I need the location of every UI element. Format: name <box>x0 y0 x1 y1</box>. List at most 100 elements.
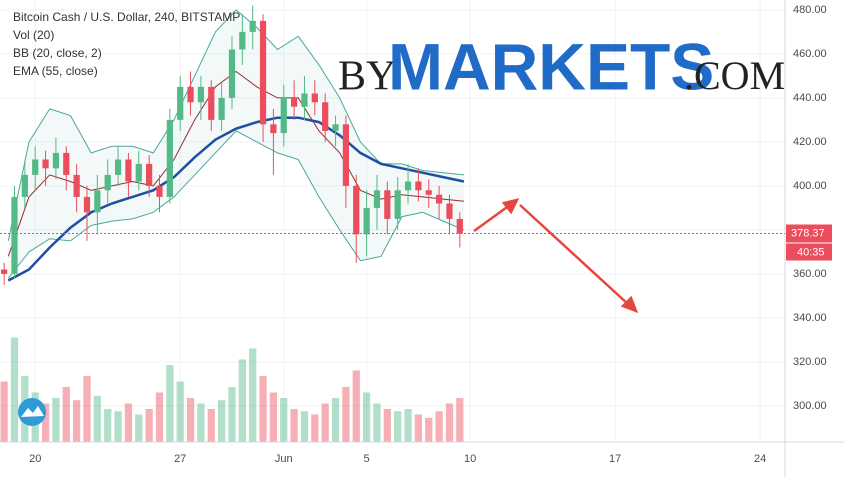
legend-line: EMA (55, close) <box>13 64 98 78</box>
volume-bar <box>414 414 423 442</box>
volume-bar <box>155 392 164 442</box>
volume-bar <box>445 403 454 442</box>
volume-bar <box>197 403 205 442</box>
volume-bar <box>83 376 91 442</box>
volume-bar <box>176 381 184 442</box>
y-tick-label: 440.00 <box>793 92 827 104</box>
candle-body <box>135 163 142 182</box>
volume-bar <box>404 409 412 442</box>
candle-body <box>249 20 256 32</box>
candle-body <box>218 97 225 120</box>
candle-body <box>342 124 350 186</box>
candle-body <box>42 159 49 169</box>
y-tick-label: 340.00 <box>793 312 827 324</box>
arrow-head <box>620 295 639 314</box>
candle-body <box>373 190 381 208</box>
candle-body <box>404 181 412 191</box>
x-tick-label: 24 <box>754 453 766 465</box>
candle-body <box>146 163 153 186</box>
volume-bar <box>321 403 329 442</box>
x-tick-label: 5 <box>364 453 370 465</box>
volume-bar <box>280 398 288 442</box>
candle-body <box>156 185 163 197</box>
volume-bar <box>425 417 433 442</box>
candle-body <box>353 185 360 235</box>
candle-body <box>384 190 391 219</box>
candle-body <box>435 194 443 204</box>
arrow-head <box>501 198 520 215</box>
candle-body <box>280 97 287 134</box>
y-tick-label: 360.00 <box>793 268 827 280</box>
legend-line: Bitcoin Cash / U.S. Dollar, 240, BITSTAM… <box>13 10 240 24</box>
x-tick-label: Jun <box>275 453 293 465</box>
candle-body <box>228 49 236 98</box>
candle-layer <box>1 5 463 285</box>
legend: Bitcoin Cash / U.S. Dollar, 240, BITSTAM… <box>13 10 240 78</box>
volume-bar <box>41 403 50 442</box>
bb-fill <box>8 9 464 279</box>
arrow-down <box>519 204 630 306</box>
grid <box>0 0 785 442</box>
candle-body <box>301 93 308 107</box>
y-tick-label: 400.00 <box>793 180 827 192</box>
candle-body <box>322 102 329 131</box>
volume-bar <box>0 381 8 442</box>
axes: 300.00320.00340.00360.00380.00400.00420.… <box>0 4 832 465</box>
y-tick-label: 480.00 <box>793 4 827 16</box>
watermark-main: MARKETS <box>388 29 714 103</box>
candle-body <box>94 190 101 213</box>
y-tick-label: 420.00 <box>793 136 827 148</box>
candle-body <box>394 190 401 219</box>
x-tick-label: 17 <box>609 453 621 465</box>
candle-body <box>259 20 267 125</box>
candle-body <box>415 181 422 191</box>
candle-body <box>21 174 28 197</box>
countdown-tag <box>786 243 832 261</box>
legend-line: Vol (20) <box>13 28 54 42</box>
arrow-up <box>473 203 511 233</box>
volume-bar <box>93 395 101 442</box>
candle-body <box>270 124 277 134</box>
volume-bar <box>62 387 70 442</box>
candle-body <box>425 190 432 195</box>
volume-bar <box>352 370 360 442</box>
candle-body <box>456 218 463 234</box>
volume-bar <box>228 387 236 442</box>
y-tick-label: 460.00 <box>793 48 827 60</box>
volume-bar <box>238 359 246 442</box>
candle-body <box>291 97 298 107</box>
volume-bar <box>10 337 19 442</box>
candle-body <box>83 196 91 213</box>
volume-bar <box>373 403 381 442</box>
volume-bar <box>435 411 443 442</box>
logo-mountain <box>21 406 44 417</box>
y-tick-label: 320.00 <box>793 356 827 368</box>
candle-body <box>73 174 80 197</box>
volume-bar <box>331 398 340 442</box>
candle-body <box>311 93 318 103</box>
watermark-suffix: .COM <box>684 53 785 98</box>
volume-layer <box>0 337 464 442</box>
countdown-label: 40:35 <box>797 246 825 258</box>
candle-body <box>177 86 184 120</box>
volume-bar <box>124 403 133 442</box>
volume-bar <box>52 398 60 442</box>
watermark: BY MARKETS .COM <box>338 29 785 103</box>
volume-bar <box>104 409 112 442</box>
x-tick-label: 10 <box>464 453 476 465</box>
watermark-prefix: BY <box>338 54 396 100</box>
volume-bar <box>269 392 278 442</box>
volume-bar <box>394 411 402 442</box>
candle-body <box>208 86 215 120</box>
volume-bar <box>290 409 298 442</box>
legend-line: BB (20, close, 2) <box>13 46 102 60</box>
last-price-tag <box>786 224 832 243</box>
volume-bar <box>186 398 195 442</box>
candle-body <box>197 86 205 103</box>
candle-body <box>332 124 339 131</box>
volume-bar <box>217 400 226 442</box>
candle-body <box>11 196 18 274</box>
last-price-label: 378.37 <box>791 227 825 239</box>
